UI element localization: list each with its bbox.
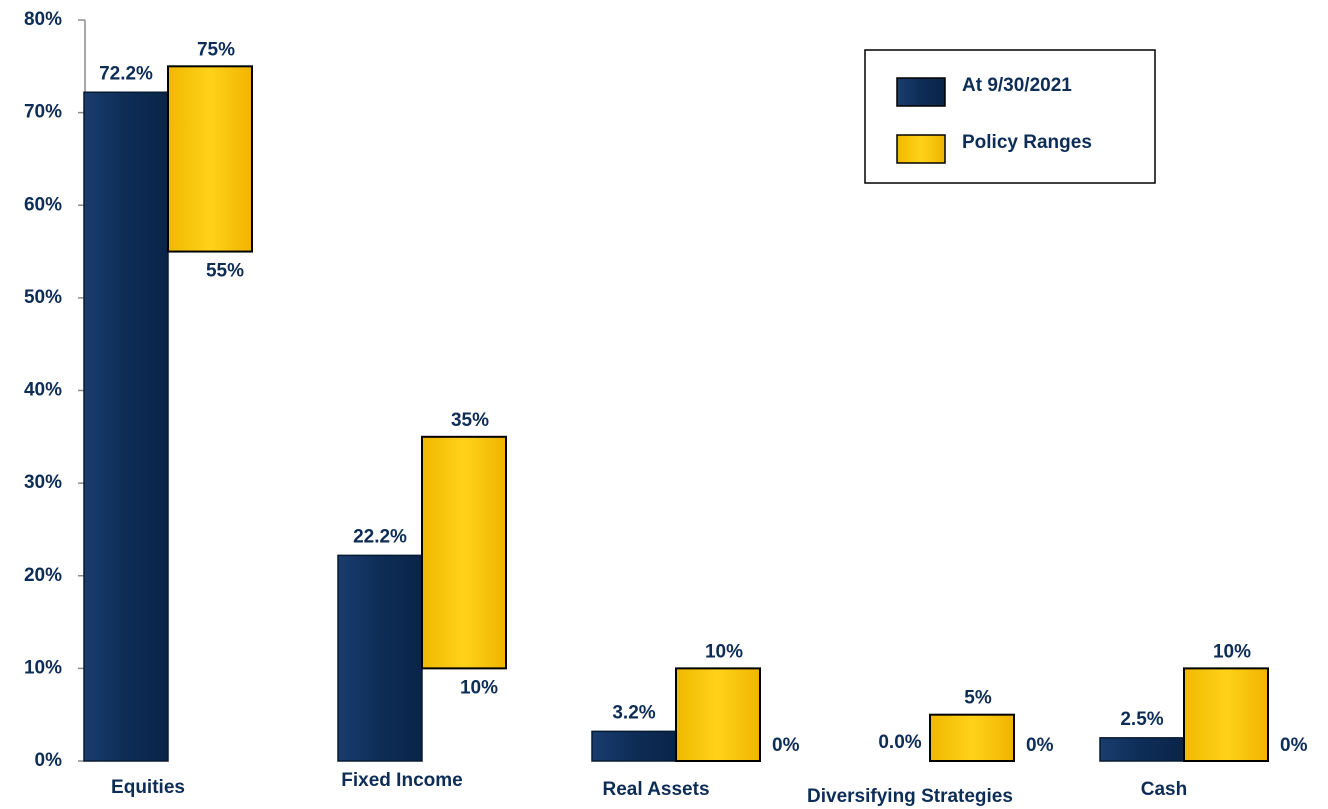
range-high-label: 10% [705,641,743,662]
bar [337,554,423,762]
y-tick-label: 80% [24,9,62,30]
range-bar [675,667,761,762]
bar-value-label: 3.2% [612,702,655,723]
legend-swatch [896,77,946,107]
x-tick-label: Equities [111,777,185,798]
legend: At 9/30/2021 Policy Ranges [864,49,1156,184]
legend-swatch [896,134,946,164]
y-tick-label: 20% [24,565,62,586]
range-low-label: 0% [1026,735,1054,756]
x-tick-label: Fixed Income [341,770,462,791]
legend-label: Policy Ranges [962,132,1092,153]
y-tick-label: 30% [24,472,62,493]
bar [83,91,169,762]
range-low-label: 0% [1280,735,1308,756]
bar-value-label: 22.2% [353,526,407,547]
range-high-label: 5% [964,688,992,709]
range-bar [421,435,507,670]
bar-value-label: 2.5% [1120,709,1163,730]
x-tick-label: Diversifying Strategies [807,786,1013,807]
range-bar [1183,667,1269,762]
bar-value-label: 72.2% [99,63,153,84]
y-tick-label: 10% [24,657,62,678]
range-high-label: 10% [1213,641,1251,662]
range-low-label: 10% [460,677,498,698]
y-tick-label: 0% [35,750,63,771]
range-high-label: 75% [197,39,235,60]
range-bar [167,65,253,253]
range-high-label: 35% [451,410,489,431]
range-low-label: 0% [772,735,800,756]
range-bar [929,713,1015,762]
y-tick-label: 40% [24,380,62,401]
bar [1099,737,1185,762]
bar-value-label: 0.0% [878,732,921,753]
x-tick-label: Real Assets [602,779,709,800]
range-low-label: 55% [206,261,244,282]
y-tick-label: 60% [24,194,62,215]
x-tick-label: Cash [1141,779,1187,800]
y-tick-label: 70% [24,102,62,123]
bar [591,730,677,762]
legend-label: At 9/30/2021 [962,75,1072,96]
y-tick-label: 50% [24,287,62,308]
